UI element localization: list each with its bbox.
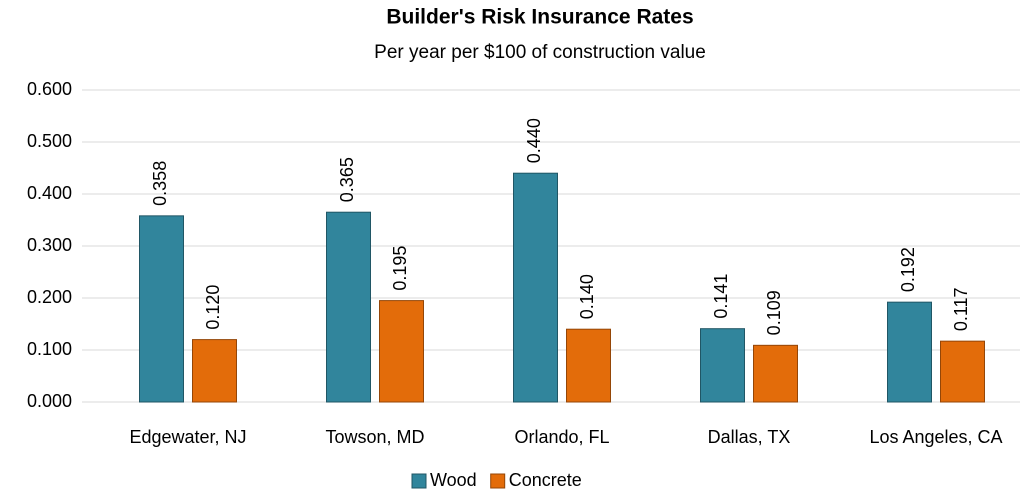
- legend-label: Wood: [430, 470, 477, 490]
- bar: [566, 328, 611, 403]
- bar: [887, 301, 932, 403]
- legend-swatch: [411, 473, 427, 489]
- value-label: 0.109: [764, 290, 784, 335]
- x-tick-label: Dallas, TX: [708, 427, 791, 447]
- value-label: 0.140: [577, 274, 597, 319]
- value-label: 0.120: [203, 285, 223, 330]
- bar: [940, 340, 985, 403]
- x-tick-label: Los Angeles, CA: [869, 427, 1002, 447]
- bar: [326, 211, 371, 403]
- value-label: 0.192: [898, 247, 918, 292]
- y-tick-label: 0.100: [27, 339, 72, 359]
- chart-subtitle: Per year per $100 of construction value: [374, 42, 706, 63]
- bar: [513, 172, 558, 403]
- bar: [753, 344, 798, 403]
- value-label: 0.117: [951, 287, 971, 331]
- value-label: 0.195: [390, 246, 410, 291]
- y-tick-label: 0.200: [27, 287, 72, 307]
- bar: [379, 300, 424, 403]
- legend-swatch: [490, 473, 506, 489]
- y-tick-label: 0.500: [27, 131, 72, 151]
- y-tick-label: 0.000: [27, 391, 72, 411]
- bar: [192, 339, 237, 403]
- value-label: 0.440: [524, 118, 544, 163]
- x-tick-label: Edgewater, NJ: [129, 427, 246, 447]
- x-tick-label: Orlando, FL: [514, 427, 609, 447]
- y-tick-label: 0.600: [27, 79, 72, 99]
- y-tick-label: 0.300: [27, 235, 72, 255]
- bar: [700, 328, 745, 403]
- bar: [139, 215, 184, 403]
- chart-title: Builder's Risk Insurance Rates: [386, 6, 693, 29]
- value-label: 0.365: [337, 157, 357, 202]
- x-tick-label: Towson, MD: [325, 427, 424, 447]
- legend-label: Concrete: [509, 470, 582, 490]
- y-tick-label: 0.400: [27, 183, 72, 203]
- value-label: 0.141: [711, 274, 731, 319]
- value-label: 0.358: [150, 161, 170, 206]
